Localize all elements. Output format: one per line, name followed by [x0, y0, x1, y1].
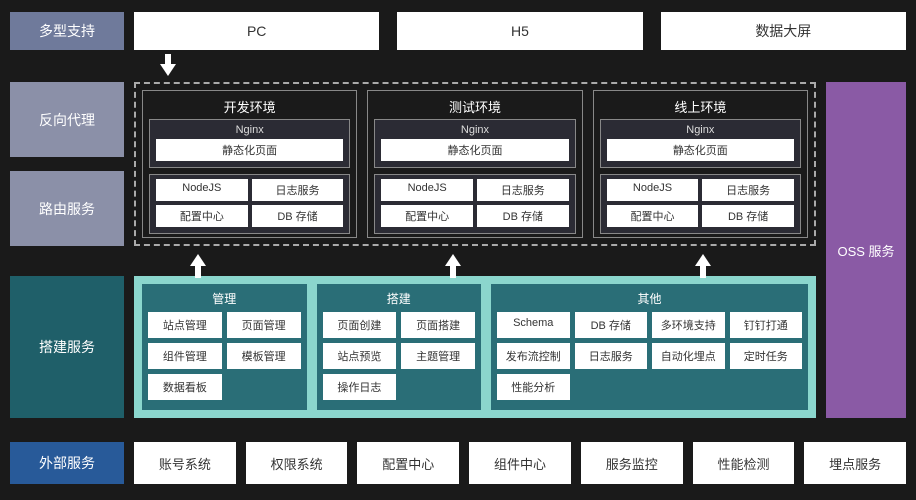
external-item: 权限系统: [246, 442, 348, 484]
env-group: NodeJS日志服务配置中心DB 存储: [149, 174, 350, 234]
env-item: 配置中心: [607, 205, 699, 227]
arrow-up-icon: [190, 254, 206, 266]
external-item: 账号系统: [134, 442, 236, 484]
build-item: 主题管理: [401, 343, 475, 369]
env-group: NodeJS日志服务配置中心DB 存储: [374, 174, 575, 234]
env-group: Nginx 静态化页面: [374, 119, 575, 168]
build-item: 模板管理: [227, 343, 301, 369]
env-group-title: Nginx: [381, 124, 568, 136]
build-item: 定时任务: [730, 343, 803, 369]
build-item: 发布流控制: [497, 343, 570, 369]
env-group: Nginx 静态化页面: [600, 119, 801, 168]
oss-label: OSS 服务: [837, 241, 894, 260]
env-title: 线上环境: [600, 97, 801, 113]
env-group-title: Nginx: [156, 124, 343, 136]
row-label-platforms: 多型支持: [10, 12, 124, 50]
env-item: NodeJS: [381, 179, 473, 201]
env-side-label: 反向代理: [10, 82, 124, 157]
build-item: 页面管理: [227, 312, 301, 338]
row-label-build: 搭建服务: [10, 276, 124, 418]
build-group: 搭建页面创建页面搭建站点预览主题管理操作日志: [317, 284, 482, 410]
env-item: DB 存储: [252, 205, 344, 227]
env-item: 静态化页面: [381, 139, 568, 161]
build-item: 组件管理: [148, 343, 222, 369]
platform-box: H5: [397, 12, 642, 50]
env-item: 静态化页面: [607, 139, 794, 161]
external-item: 组件中心: [469, 442, 571, 484]
arrow-up-icon: [695, 254, 711, 266]
external-item: 埋点服务: [804, 442, 906, 484]
build-group-title: 管理: [148, 290, 301, 307]
external-item: 配置中心: [357, 442, 459, 484]
env-item: 日志服务: [702, 179, 794, 201]
build-area: 管理站点管理页面管理组件管理模板管理数据看板搭建页面创建页面搭建站点预览主题管理…: [134, 276, 816, 418]
external-item: 性能检测: [693, 442, 795, 484]
env-card: 开发环境 Nginx 静态化页面 NodeJS日志服务配置中心DB 存储: [142, 90, 357, 238]
env-item: DB 存储: [702, 205, 794, 227]
build-item: 自动化埋点: [652, 343, 725, 369]
env-group: NodeJS日志服务配置中心DB 存储: [600, 174, 801, 234]
oss-column: OSS 服务: [826, 82, 906, 418]
env-item: DB 存储: [477, 205, 569, 227]
build-item: 数据看板: [148, 374, 222, 400]
platform-box: 数据大屏: [661, 12, 906, 50]
build-item: 性能分析: [497, 374, 570, 400]
row-label-external: 外部服务: [10, 442, 124, 484]
build-group-title: 搭建: [323, 290, 476, 307]
build-item: DB 存储: [575, 312, 648, 338]
arrow-down-icon: [160, 64, 176, 76]
build-item: 操作日志: [323, 374, 397, 400]
build-item: 页面搭建: [401, 312, 475, 338]
build-group: 其他 SchemaDB 存储多环境支持钉钉打通发布流控制日志服务自动化埋点定时任务…: [491, 284, 808, 410]
env-item: 静态化页面: [156, 139, 343, 161]
arrow-up-icon: [445, 254, 461, 266]
env-side-labels: 反向代理路由服务: [10, 82, 124, 246]
env-side-label: 路由服务: [10, 171, 124, 246]
platforms-row: 多型支持 PC H5 数据大屏: [10, 12, 906, 50]
env-title: 测试环境: [374, 97, 575, 113]
env-group-title: Nginx: [607, 124, 794, 136]
build-group: 管理站点管理页面管理组件管理模板管理数据看板: [142, 284, 307, 410]
build-group-title: 其他: [497, 290, 802, 307]
environments-row: 反向代理路由服务 开发环境Nginx静态化页面NodeJS日志服务配置中心DB …: [10, 82, 906, 246]
build-item: 多环境支持: [652, 312, 725, 338]
env-item: 配置中心: [381, 205, 473, 227]
build-item: 钉钉打通: [730, 312, 803, 338]
build-item: 站点管理: [148, 312, 222, 338]
env-card: 线上环境 Nginx 静态化页面 NodeJS日志服务配置中心DB 存储: [593, 90, 808, 238]
env-item: NodeJS: [607, 179, 699, 201]
build-row: 搭建服务 管理站点管理页面管理组件管理模板管理数据看板搭建页面创建页面搭建站点预…: [10, 276, 906, 418]
env-title: 开发环境: [149, 97, 350, 113]
env-card: 测试环境 Nginx 静态化页面 NodeJS日志服务配置中心DB 存储: [367, 90, 582, 238]
env-item: 配置中心: [156, 205, 248, 227]
env-item: NodeJS: [156, 179, 248, 201]
external-row: 外部服务 账号系统权限系统配置中心组件中心服务监控性能检测埋点服务: [10, 442, 906, 484]
env-group: Nginx 静态化页面: [149, 119, 350, 168]
build-item: 日志服务: [575, 343, 648, 369]
env-item: 日志服务: [252, 179, 344, 201]
external-item: 服务监控: [581, 442, 683, 484]
build-item: 站点预览: [323, 343, 397, 369]
build-item: 页面创建: [323, 312, 397, 338]
diagram-canvas: 多型支持 PC H5 数据大屏 反向代理路由服务 开发环境 Nginx 静态化页面 Nod…: [0, 0, 916, 500]
platform-box: PC: [134, 12, 379, 50]
env-item: 日志服务: [477, 179, 569, 201]
env-dashed-box: 开发环境Nginx静态化页面NodeJS日志服务配置中心DB 存储测试环境Ngi…: [134, 82, 816, 246]
build-item: Schema: [497, 312, 570, 338]
